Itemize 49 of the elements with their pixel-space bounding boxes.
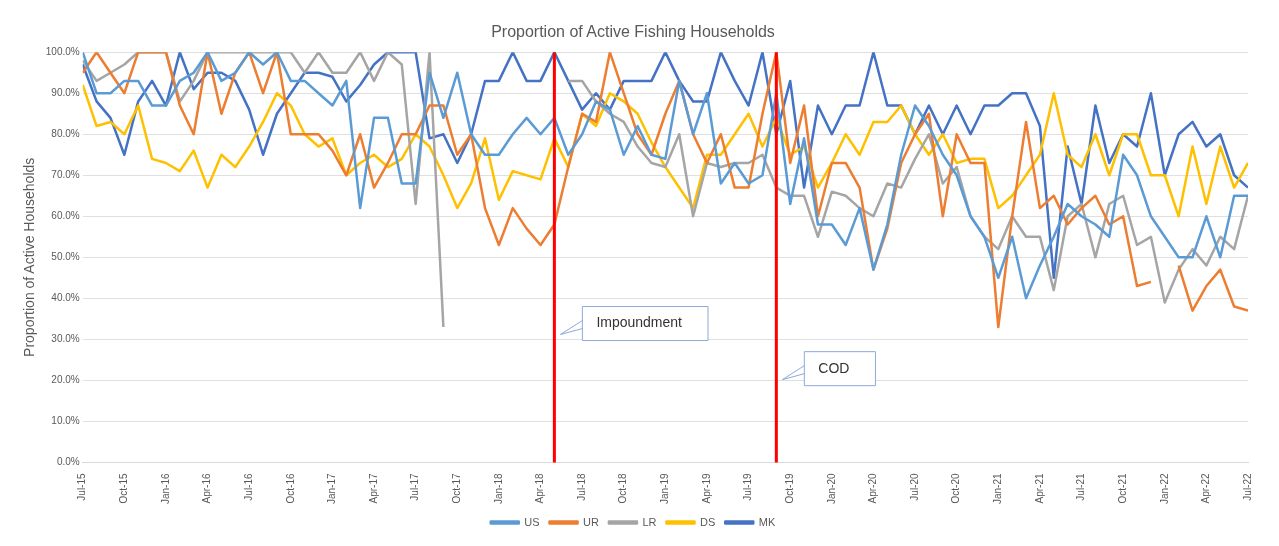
y-tick-label: 100.0% bbox=[45, 45, 80, 57]
x-tick-label: Apr-21 bbox=[1033, 472, 1045, 504]
y-tick-label: 0.0% bbox=[56, 456, 80, 468]
x-tick-label: Oct-16 bbox=[284, 472, 296, 504]
x-tick-label: Jan-20 bbox=[825, 472, 837, 504]
x-tick-label: Jan-21 bbox=[992, 472, 1004, 504]
x-tick-label: Apr-17 bbox=[367, 472, 379, 504]
x-tick-label: Jul-20 bbox=[908, 473, 920, 501]
y-tick-label: 70.0% bbox=[51, 169, 80, 181]
y-tick-label: 60.0% bbox=[51, 210, 80, 222]
legend-label: US bbox=[524, 515, 540, 528]
x-tick-label: Jan-18 bbox=[492, 472, 504, 504]
x-tick-label: Oct-18 bbox=[617, 472, 629, 504]
x-tick-label: Apr-22 bbox=[1200, 472, 1212, 504]
x-tick-label: Oct-21 bbox=[1116, 472, 1128, 504]
legend-label: DS bbox=[699, 515, 716, 528]
y-tick-label: 90.0% bbox=[51, 86, 80, 98]
x-tick-label: Jul-15 bbox=[76, 473, 88, 501]
y-axis-title: Proportion of Active Households bbox=[21, 157, 38, 357]
x-tick-label: Apr-18 bbox=[534, 472, 546, 504]
x-tick-label: Jul-17 bbox=[409, 473, 421, 501]
ref-line-label: COD bbox=[818, 359, 850, 376]
x-tick-label: Oct-17 bbox=[451, 472, 463, 504]
y-tick-label: 80.0% bbox=[51, 127, 80, 139]
x-tick-label: Apr-16 bbox=[201, 472, 213, 504]
x-tick-label: Jul-19 bbox=[742, 473, 754, 501]
x-tick-label: Jul-22 bbox=[1241, 473, 1253, 501]
y-tick-label: 30.0% bbox=[51, 333, 80, 345]
x-tick-label: Jan-22 bbox=[1158, 472, 1170, 504]
y-tick-label: 20.0% bbox=[51, 374, 80, 386]
x-tick-label: Jul-18 bbox=[575, 473, 587, 501]
chart-title: Proportion of Active Fishing Households bbox=[491, 23, 775, 41]
y-tick-label: 50.0% bbox=[51, 251, 80, 263]
legend-label: MK bbox=[758, 515, 776, 528]
x-tick-label: Jan-19 bbox=[659, 472, 671, 504]
x-tick-label: Jan-17 bbox=[326, 472, 338, 504]
x-tick-label: Apr-20 bbox=[867, 472, 879, 504]
ref-line-label: Impoundment bbox=[596, 314, 683, 331]
y-tick-label: 40.0% bbox=[51, 292, 80, 304]
x-tick-label: Jul-21 bbox=[1075, 473, 1087, 501]
x-tick-label: Jan-16 bbox=[159, 472, 171, 504]
x-tick-label: Oct-19 bbox=[783, 472, 795, 504]
x-tick-label: Jul-16 bbox=[242, 473, 254, 501]
x-tick-label: Apr-19 bbox=[700, 472, 712, 504]
legend-label: UR bbox=[583, 515, 599, 528]
y-tick-label: 10.0% bbox=[51, 415, 80, 427]
legend-label: LR bbox=[642, 515, 657, 528]
x-tick-label: Oct-15 bbox=[118, 472, 130, 504]
x-tick-label: Oct-20 bbox=[950, 472, 962, 504]
